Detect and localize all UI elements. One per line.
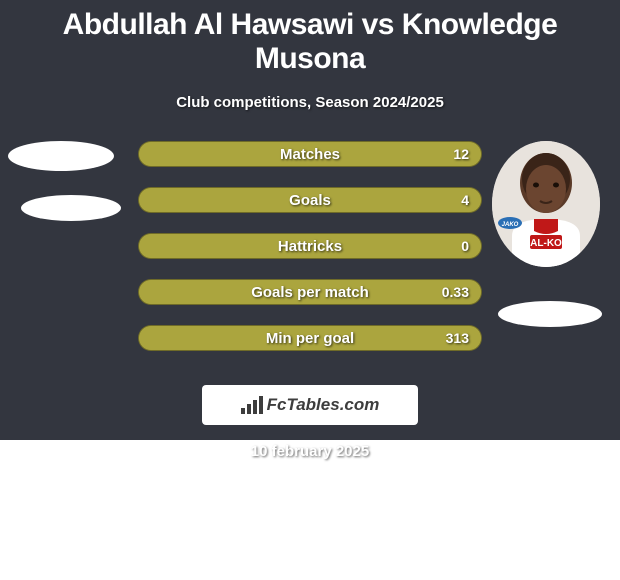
page-title: Abdullah Al Hawsawi vs Knowledge Musona <box>0 8 620 76</box>
stat-bar-label: Goals per match <box>139 280 481 304</box>
stat-bar: Matches12 <box>138 141 482 167</box>
player-left-ellipse-1 <box>8 141 114 171</box>
footer-date: 10 february 2025 <box>0 443 620 460</box>
svg-text:AL-KO: AL-KO <box>530 238 562 249</box>
stat-bar: Goals per match0.33 <box>138 279 482 305</box>
player-right-ellipse <box>498 301 602 327</box>
stat-bar-value-right: 0.33 <box>442 280 469 304</box>
comparison-card: Abdullah Al Hawsawi vs Knowledge Musona … <box>0 0 620 440</box>
stat-bar: Hattricks0 <box>138 233 482 259</box>
stat-bar: Goals4 <box>138 187 482 213</box>
stat-bar-label: Min per goal <box>139 326 481 350</box>
stat-bar-label: Goals <box>139 188 481 212</box>
stat-bar: Min per goal313 <box>138 325 482 351</box>
svg-text:JAKO: JAKO <box>502 222 519 228</box>
stat-bar-value-right: 4 <box>461 188 469 212</box>
comparison-content: AL-KO JAKO Matches12 Goals4 Hattricks0 Goal… <box>0 141 620 371</box>
player-right-avatar: AL-KO JAKO <box>492 141 600 267</box>
brand-badge: FcTables.com <box>202 385 418 425</box>
stat-bars: Matches12 Goals4 Hattricks0 Goals per match… <box>138 141 482 371</box>
stat-bar-value-right: 0 <box>461 234 469 258</box>
subtitle: Club competitions, Season 2024/2025 <box>0 94 620 111</box>
stat-bar-label: Matches <box>139 142 481 166</box>
stat-bar-value-right: 313 <box>446 326 469 350</box>
brand-text: FcTables.com <box>267 395 380 415</box>
brand-chart-icon <box>241 396 263 414</box>
stat-bar-value-right: 12 <box>453 142 469 166</box>
stat-bar-label: Hattricks <box>139 234 481 258</box>
player-left-ellipse-2 <box>21 195 121 221</box>
avatar-icon: AL-KO JAKO <box>492 141 600 267</box>
